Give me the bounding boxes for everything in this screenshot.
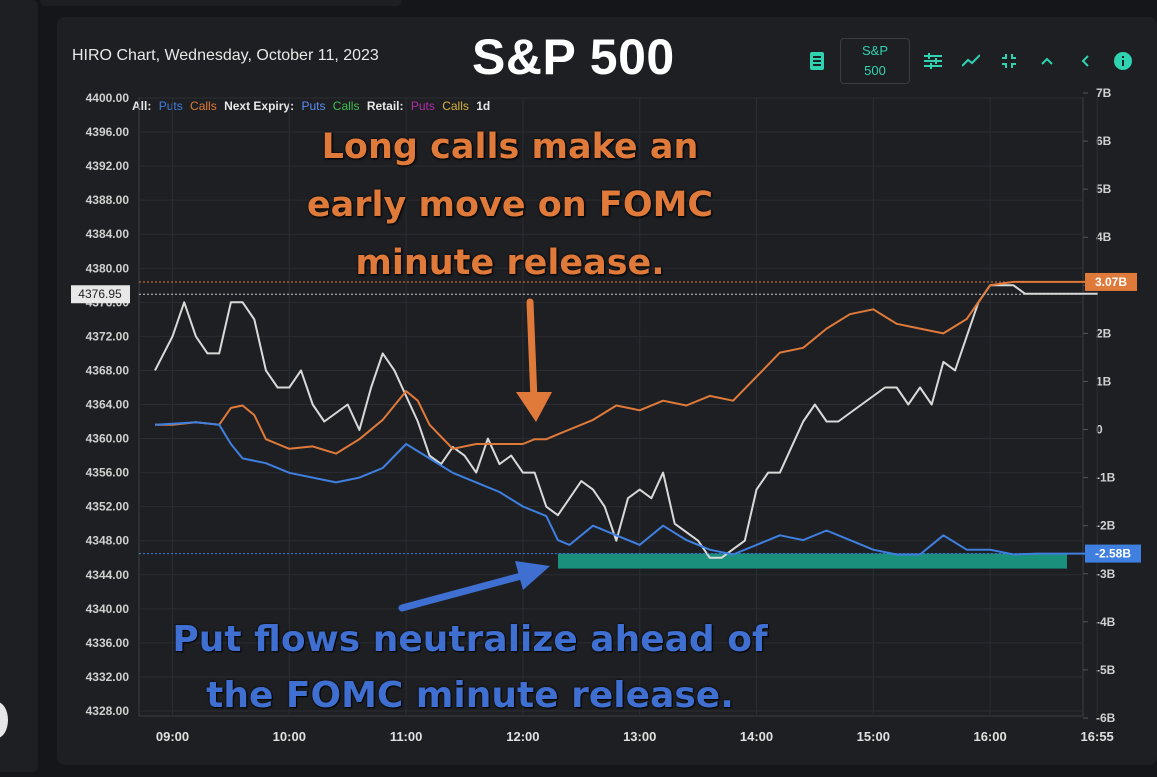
y-left-tick-label: 4396.00: [86, 125, 130, 139]
chevron-left-icon[interactable]: [1066, 41, 1104, 81]
y-right-tick-label: 0: [1096, 423, 1103, 437]
y-right-tick-label: -2B: [1096, 519, 1116, 533]
y-left-tick-label: 4344.00: [86, 568, 130, 582]
series-line-puts: [154, 421, 1098, 556]
y-left-tick-label: 4352.00: [86, 500, 130, 514]
collapse-icon[interactable]: [990, 41, 1028, 81]
y-right-tick-label: -3B: [1096, 567, 1116, 581]
price-label-box: [71, 285, 130, 304]
legend-retail-puts[interactable]: Puts: [410, 99, 435, 113]
x-tick-label: 13:00: [623, 729, 656, 744]
puts-arrow-head: [515, 561, 550, 590]
chart-toolbar: S&P 500: [798, 38, 1142, 84]
y-left-tick-label: 4384.00: [86, 227, 130, 241]
x-tick-label: 16:00: [973, 729, 1006, 744]
put-neutral-band: [558, 553, 1067, 569]
top-panel-edge: [40, 0, 402, 6]
puts-label: -2.58B: [1095, 547, 1131, 561]
series-line-calls: [155, 280, 1098, 455]
symbol-line1: S&P: [861, 43, 888, 58]
notes-icon[interactable]: [798, 41, 836, 81]
calls-label: 3.07B: [1095, 275, 1127, 289]
y-right-tick-label: -4B: [1096, 615, 1116, 629]
y-right-tick-label: 2B: [1096, 326, 1112, 340]
x-tick-label: 10:00: [273, 729, 306, 744]
y-right-tick-label: 1B: [1096, 374, 1112, 388]
legend-next-puts[interactable]: Puts: [301, 99, 326, 113]
legend-retail-label: Retail:: [366, 99, 404, 113]
y-left-tick-label: 4380.00: [86, 261, 130, 275]
y-right-tick-label: -1B: [1096, 471, 1116, 485]
y-left-tick-label: 4336.00: [86, 636, 130, 650]
trend-line-icon[interactable]: [952, 41, 990, 81]
y-right-tick-label: -5B: [1096, 663, 1116, 677]
x-tick-label: 14:00: [740, 729, 773, 744]
y-left-tick-label: 4372.00: [86, 329, 130, 343]
calls-annotation: Long calls make an early move on FOMC mi…: [306, 127, 714, 283]
legend-range[interactable]: 1d: [476, 99, 491, 113]
legend-all-label: All:: [132, 99, 152, 113]
chart-card: [57, 17, 1157, 765]
chart-legend: All: Puts Calls Next Expiry: Puts Calls …: [132, 99, 494, 113]
legend-retail-calls[interactable]: Calls: [442, 99, 469, 113]
scroll-handle[interactable]: [0, 702, 8, 738]
symbol-selector-button[interactable]: S&P 500: [840, 38, 910, 84]
y-left-tick-label: 4340.00: [86, 602, 130, 616]
info-icon[interactable]: [1104, 41, 1142, 81]
y-left-tick-label: 4356.00: [86, 466, 130, 480]
calls-arrow-head: [516, 392, 552, 422]
y-left-tick-label: 4328.00: [86, 704, 130, 718]
x-tick-label: 12:00: [506, 729, 539, 744]
y-right-tick-label: 4B: [1096, 230, 1112, 244]
puts-label-box: [1085, 544, 1141, 563]
calls-arrow-shaft: [526, 298, 538, 404]
legend-next-expiry-label: Next Expiry:: [224, 99, 295, 113]
y-left-tick-label: 4388.00: [86, 193, 130, 207]
x-tick-label: 11:00: [390, 729, 423, 744]
price-label: 4376.95: [78, 287, 122, 301]
y-left-tick-label: 4360.00: [86, 432, 130, 446]
y-left-tick-label: 4400.00: [86, 91, 130, 105]
y-left-tick-label: 4368.00: [86, 363, 130, 377]
chart-subtitle: HIRO Chart, Wednesday, October 11, 2023: [72, 47, 379, 64]
y-right-tick-label: -6B: [1096, 711, 1116, 725]
series-line-price: [154, 284, 1098, 559]
legend-next-calls[interactable]: Calls: [332, 99, 360, 113]
x-tick-label: 15:00: [857, 729, 890, 744]
calls-label-box: [1085, 272, 1137, 291]
chevron-up-icon[interactable]: [1028, 41, 1066, 81]
y-left-tick-label: 4348.00: [86, 534, 130, 548]
symbol-line2: 500: [864, 63, 886, 78]
y-right-tick-label: 7B: [1096, 86, 1112, 100]
legend-all-puts[interactable]: Puts: [158, 99, 183, 113]
y-left-tick-label: 4392.00: [86, 159, 130, 173]
x-tick-label: 09:00: [156, 729, 189, 744]
left-sidebar: [0, 0, 38, 772]
puts-arrow-shaft: [398, 571, 529, 612]
y-left-tick-label: 4332.00: [86, 670, 130, 684]
y-left-tick-label: 4364.00: [86, 398, 130, 412]
x-tick-label: 16:55: [1081, 729, 1114, 744]
puts-annotation: Put flows neutralize ahead of the FOMC m…: [172, 619, 768, 716]
y-right-tick-label: 6B: [1096, 134, 1112, 148]
sliders-icon[interactable]: [914, 41, 952, 81]
chart-title: S&P 500: [472, 29, 675, 85]
legend-all-calls[interactable]: Calls: [190, 99, 217, 113]
y-right-tick-label: 5B: [1096, 182, 1112, 196]
